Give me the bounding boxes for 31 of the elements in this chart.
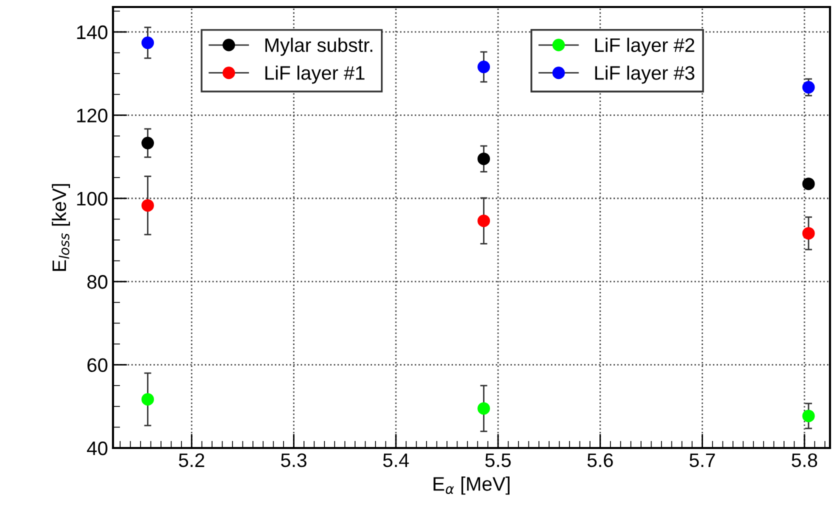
legend-label: LiF layer #1 xyxy=(265,66,364,84)
legend-label: LiF layer #3 xyxy=(595,66,694,84)
point xyxy=(141,136,154,150)
x-tick-label: 5.8 xyxy=(792,453,818,468)
x-tick-label: 5.4 xyxy=(383,454,409,468)
x-tick-label: 5.7 xyxy=(690,454,715,468)
point xyxy=(802,178,815,190)
point xyxy=(141,393,154,406)
x-tick-label: 5.2 xyxy=(178,453,204,468)
legend-label: Mylar substr. xyxy=(265,38,372,56)
point xyxy=(141,36,154,50)
point xyxy=(478,214,490,228)
x-tick-label: 5.6 xyxy=(587,453,613,468)
x-tick-label: 5.5 xyxy=(485,454,511,468)
y-tick-label: 120 xyxy=(77,108,108,122)
x-axis-title: E$_{α}$ [MeV] xyxy=(434,476,510,495)
point xyxy=(478,402,490,415)
y-tick-label: 80 xyxy=(87,275,108,289)
y-tick-label: 60 xyxy=(88,358,108,372)
y-tick-label: 100 xyxy=(77,192,108,206)
y-tick-label: 40 xyxy=(86,441,108,456)
legend-label: LiF layer #2 xyxy=(595,38,694,56)
point xyxy=(478,60,490,74)
point xyxy=(478,152,490,166)
point xyxy=(141,199,154,212)
x-tick-label: 5.3 xyxy=(281,453,306,468)
y-tick-label: 140 xyxy=(77,25,108,40)
point xyxy=(802,81,815,94)
y-axis-title: E$_{loss}$ [keV] xyxy=(52,184,70,271)
point xyxy=(802,227,815,240)
point xyxy=(802,410,815,422)
